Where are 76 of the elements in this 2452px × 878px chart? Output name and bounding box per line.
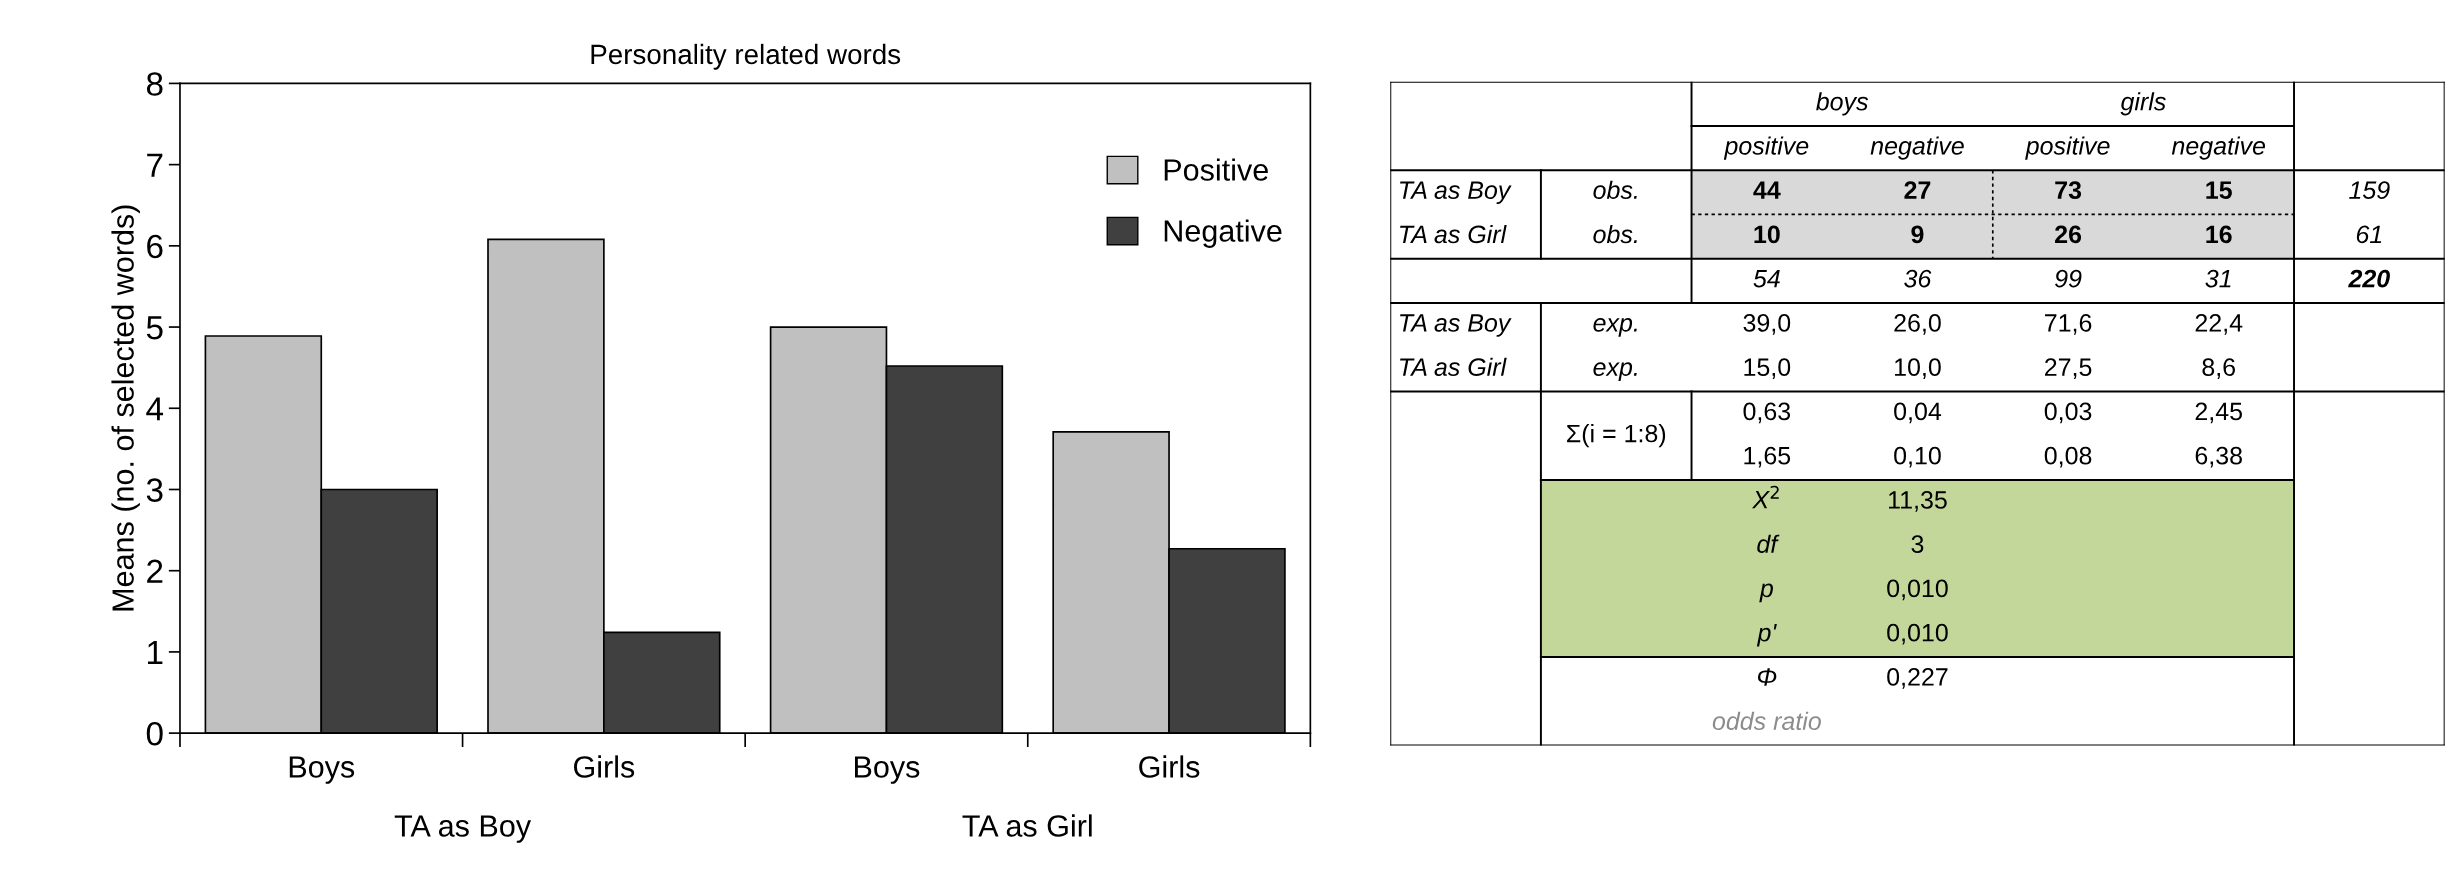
text: Σ(i = 1:8) bbox=[1567, 424, 1666, 448]
text: 0,04 bbox=[1894, 402, 1942, 424]
text: negative bbox=[1870, 136, 1964, 160]
text: p bbox=[1759, 583, 1773, 603]
text: 10,0 bbox=[1895, 358, 1941, 379]
legend-label: Negative bbox=[1164, 219, 1282, 248]
text: 2,45 bbox=[2195, 402, 2242, 424]
text: TA as Girl bbox=[1400, 357, 1507, 376]
text: 26,0 bbox=[1894, 314, 1941, 335]
text: boys bbox=[1816, 92, 1869, 116]
y-tick-label: 6 bbox=[147, 234, 163, 259]
text: 159 bbox=[2349, 181, 2390, 199]
text: odds ratio bbox=[1712, 711, 1821, 731]
text: 39,0 bbox=[1743, 314, 1791, 335]
text: Φ bbox=[1757, 668, 1777, 686]
text: girls bbox=[2120, 92, 2166, 116]
y-tick-label: 2 bbox=[147, 559, 163, 583]
text: TA as Girl bbox=[962, 814, 1092, 837]
y-tick-label: 3 bbox=[146, 478, 163, 502]
text: 36 bbox=[1904, 269, 1932, 288]
text: 0,10 bbox=[1894, 446, 1941, 468]
text: 26 bbox=[2055, 225, 2082, 244]
text: 11,35 bbox=[1889, 491, 1947, 512]
text: 31 bbox=[2205, 269, 2231, 288]
x-tick-label: Girls bbox=[1139, 755, 1200, 778]
text: 0,03 bbox=[2044, 402, 2092, 424]
y-tick-label: 7 bbox=[147, 153, 163, 177]
text: 61 bbox=[2356, 225, 2382, 244]
text: positive bbox=[1723, 136, 1809, 160]
text: 71,6 bbox=[2045, 314, 2092, 335]
text: TA as Girl bbox=[1400, 224, 1507, 244]
text: 27,5 bbox=[2045, 358, 2092, 379]
text: 6,38 bbox=[2195, 446, 2242, 468]
text: 0,08 bbox=[2044, 446, 2092, 468]
text: 15 bbox=[2206, 181, 2232, 199]
text: obs. bbox=[1593, 224, 1637, 244]
x-tick-label: Girls bbox=[574, 755, 635, 778]
text: 0,227 bbox=[1887, 668, 1948, 689]
text: 27 bbox=[1904, 181, 1931, 199]
y-tick-label: 8 bbox=[146, 72, 163, 96]
legend-label: Positive bbox=[1164, 158, 1268, 181]
text: 3 bbox=[1911, 535, 1924, 553]
text: positive bbox=[2025, 136, 2110, 160]
text: 1,65 bbox=[1744, 446, 1791, 468]
text: 73 bbox=[2055, 181, 2082, 200]
y-tick-label: 1 bbox=[148, 641, 163, 664]
text: 16 bbox=[2206, 225, 2232, 244]
text: 9 bbox=[1911, 225, 1924, 244]
text: X$^{2}$ bbox=[1751, 485, 1779, 509]
text: exp. bbox=[1593, 362, 1637, 381]
text: p' bbox=[1756, 624, 1777, 647]
y-axis-title: Means (no. of selected words) bbox=[111, 205, 140, 611]
x-tick-label: Boys bbox=[289, 756, 355, 784]
text: 44 bbox=[1753, 181, 1781, 199]
text: exp. bbox=[1593, 318, 1637, 337]
chart-title: Personality related words bbox=[591, 43, 901, 70]
text: 54 bbox=[1753, 270, 1780, 288]
text: obs. bbox=[1593, 180, 1637, 199]
text: TA as Boy bbox=[394, 815, 532, 843]
text: 99 bbox=[2055, 269, 2082, 288]
text: 0,63 bbox=[1743, 402, 1791, 424]
text: TA as Boy bbox=[1400, 181, 1512, 204]
text: 22,4 bbox=[2195, 314, 2243, 335]
y-tick-label: 4 bbox=[146, 397, 164, 421]
text: 10 bbox=[1754, 225, 1780, 244]
text: 15,0 bbox=[1744, 358, 1791, 379]
y-tick-label: 0 bbox=[146, 721, 163, 746]
text: 220 bbox=[2348, 269, 2390, 288]
text: 8,6 bbox=[2202, 358, 2235, 379]
x-tick-label: Boys bbox=[855, 756, 920, 784]
y-tick-label: 5 bbox=[146, 316, 163, 340]
text: 0,010 bbox=[1887, 623, 1948, 645]
text: negative bbox=[2171, 136, 2266, 160]
text: 0,010 bbox=[1887, 579, 1948, 601]
text: df bbox=[1757, 534, 1780, 554]
text: TA as Boy bbox=[1400, 314, 1512, 337]
